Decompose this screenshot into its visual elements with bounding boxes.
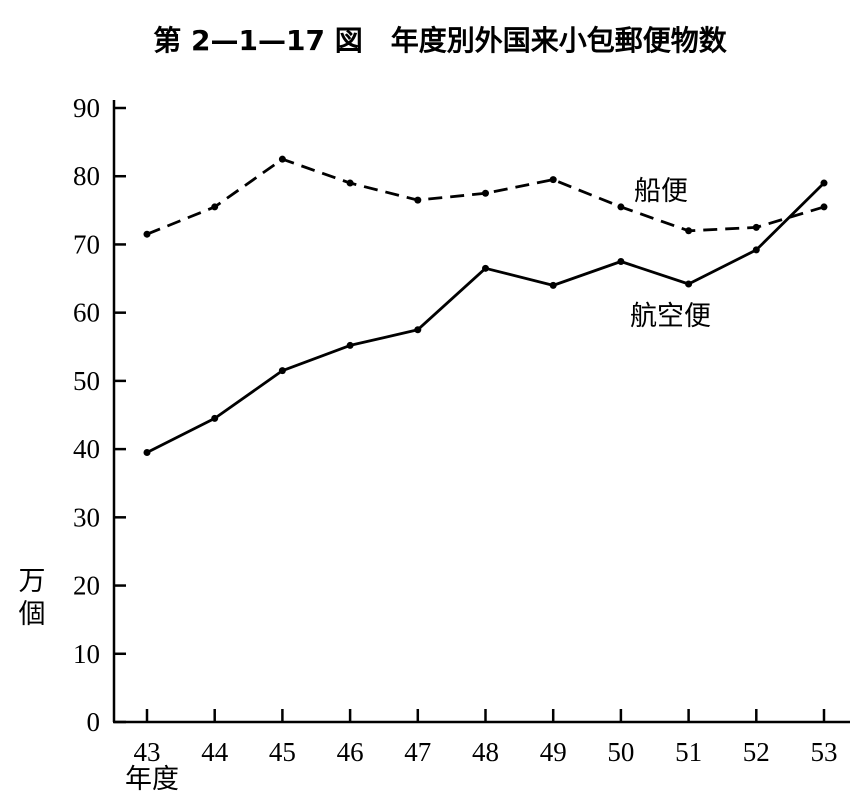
chart-title: 第 2—1—17 図 年度別外国来小包郵便物数 (153, 24, 727, 57)
y-tick-label: 60 (73, 298, 100, 328)
data-point-air (211, 414, 219, 422)
data-point-air (685, 280, 693, 288)
data-point-ship (211, 203, 219, 211)
data-point-air (278, 367, 286, 375)
series-lines (143, 155, 828, 457)
y-ticks: 0 10 20 30 40 50 60 70 80 90 (73, 93, 126, 737)
data-point-ship (549, 176, 557, 184)
y-tick-label: 70 (73, 229, 100, 259)
y-tick-label: 0 (87, 707, 101, 737)
x-tick-label: 50 (607, 737, 634, 767)
y-axis-label-char: 万 (19, 566, 46, 597)
series-line-air (146, 182, 825, 454)
y-tick-label: 30 (73, 502, 100, 532)
x-tick-label: 52 (743, 737, 770, 767)
data-point-air (143, 449, 151, 457)
y-axis-label: 万個 (19, 566, 46, 630)
x-ticks: 43 44 45 46 47 48 49 50 51 52 53 (134, 709, 838, 767)
data-point-ship (482, 189, 489, 197)
x-tick-label: 48 (472, 737, 499, 767)
data-point-air (752, 246, 760, 254)
x-tick-label: 44 (201, 737, 229, 767)
x-tick-label: 45 (269, 737, 296, 767)
data-point-air (549, 281, 557, 289)
data-point-air (346, 341, 354, 349)
data-point-ship (820, 203, 828, 211)
data-point-ship (617, 203, 625, 211)
x-tick-label: 47 (404, 737, 431, 767)
y-tick-label: 20 (73, 571, 100, 601)
x-tick-label: 53 (811, 737, 838, 767)
data-point-ship (143, 230, 151, 238)
x-tick-label: 51 (675, 737, 702, 767)
y-axis-label-char: 個 (19, 599, 46, 630)
y-tick-label: 40 (73, 434, 100, 464)
data-point-ship (346, 179, 354, 187)
series-label-air: 航空便 (630, 301, 711, 332)
data-point-air (414, 326, 422, 334)
data-point-ship (278, 155, 286, 163)
data-point-air (820, 179, 828, 187)
axes (112, 100, 850, 724)
x-axis-label: 年度 (125, 764, 179, 795)
data-point-ship (685, 227, 693, 235)
y-tick-label: 80 (73, 161, 100, 191)
x-tick-label: 49 (540, 737, 567, 767)
data-point-ship (752, 223, 760, 231)
data-point-ship (414, 196, 422, 204)
y-tick-label: 90 (73, 93, 100, 123)
x-tick-label: 46 (337, 737, 364, 767)
data-point-air (482, 264, 489, 272)
data-point-air (617, 258, 625, 265)
series-label-ship: 船便 (634, 176, 688, 207)
y-tick-label: 50 (73, 366, 100, 396)
y-tick-label: 10 (73, 639, 100, 669)
x-tick-label: 43 (134, 737, 161, 767)
